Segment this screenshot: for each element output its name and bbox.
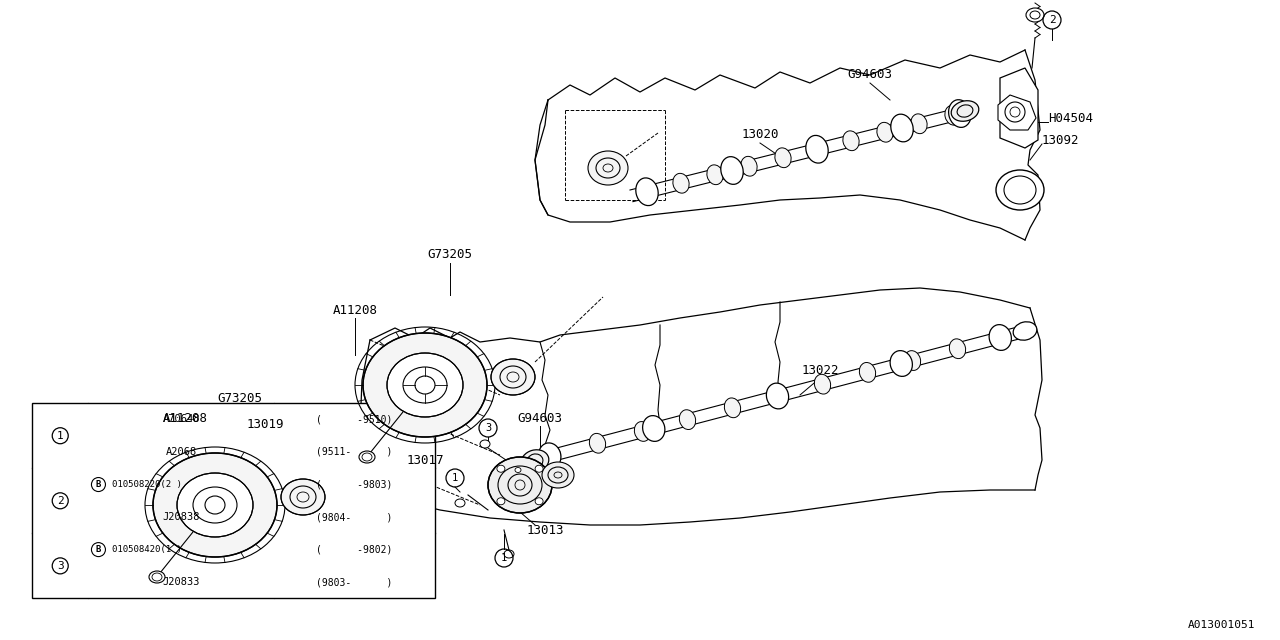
Text: 3: 3: [56, 561, 64, 571]
Ellipse shape: [639, 182, 655, 202]
Ellipse shape: [282, 479, 325, 515]
Ellipse shape: [541, 462, 573, 488]
Ellipse shape: [636, 178, 658, 205]
Ellipse shape: [707, 165, 723, 185]
Ellipse shape: [806, 136, 828, 163]
Text: (9804-      ): (9804- ): [316, 512, 393, 522]
Ellipse shape: [177, 473, 253, 537]
Ellipse shape: [497, 498, 504, 505]
Text: J20838: J20838: [163, 512, 200, 522]
Ellipse shape: [996, 170, 1044, 210]
Text: (      -9803): ( -9803): [316, 479, 393, 490]
Ellipse shape: [767, 383, 788, 409]
Text: 2: 2: [56, 496, 64, 506]
Ellipse shape: [148, 571, 165, 583]
Ellipse shape: [950, 339, 965, 358]
Text: 13017: 13017: [406, 454, 444, 467]
Text: 010508420(1 ): 010508420(1 ): [113, 545, 182, 554]
Ellipse shape: [1014, 322, 1037, 340]
Ellipse shape: [154, 453, 276, 557]
Text: G94603: G94603: [517, 412, 562, 424]
Ellipse shape: [774, 148, 791, 168]
Ellipse shape: [951, 100, 979, 121]
Ellipse shape: [589, 433, 605, 453]
Ellipse shape: [721, 157, 744, 184]
Ellipse shape: [497, 465, 504, 472]
Ellipse shape: [680, 410, 695, 429]
Text: 1: 1: [452, 473, 458, 483]
Ellipse shape: [364, 333, 486, 437]
Ellipse shape: [480, 440, 490, 448]
Ellipse shape: [673, 173, 689, 193]
Ellipse shape: [859, 362, 876, 382]
Text: H04504: H04504: [1048, 111, 1093, 125]
Ellipse shape: [488, 457, 552, 513]
Text: B: B: [96, 545, 101, 554]
Text: G73205: G73205: [218, 392, 262, 404]
Ellipse shape: [891, 114, 913, 142]
Text: A013001051: A013001051: [1188, 620, 1254, 630]
Ellipse shape: [635, 422, 650, 442]
Ellipse shape: [814, 374, 831, 394]
Text: 13022: 13022: [801, 364, 838, 376]
Text: 1: 1: [500, 553, 507, 563]
Ellipse shape: [741, 156, 758, 176]
Ellipse shape: [948, 100, 972, 127]
Ellipse shape: [769, 386, 786, 406]
Text: 13013: 13013: [526, 524, 563, 536]
Ellipse shape: [724, 398, 741, 418]
Text: (      -9802): ( -9802): [316, 545, 393, 555]
Ellipse shape: [588, 151, 628, 185]
Text: 3: 3: [485, 423, 492, 433]
Text: G73205: G73205: [428, 248, 472, 262]
Ellipse shape: [515, 467, 521, 472]
Text: (9803-      ): (9803- ): [316, 577, 393, 587]
Ellipse shape: [492, 359, 535, 395]
Ellipse shape: [643, 415, 664, 442]
Text: A2068: A2068: [165, 447, 197, 457]
Ellipse shape: [1027, 8, 1044, 22]
Text: 13020: 13020: [741, 129, 778, 141]
Ellipse shape: [521, 450, 549, 472]
Ellipse shape: [905, 351, 920, 371]
Ellipse shape: [877, 122, 893, 142]
Text: (      -9510): ( -9510): [316, 415, 393, 424]
Ellipse shape: [358, 451, 375, 463]
Polygon shape: [1000, 68, 1038, 148]
Text: A11208: A11208: [163, 412, 207, 424]
Ellipse shape: [387, 353, 463, 417]
Polygon shape: [998, 95, 1036, 130]
Text: 1: 1: [56, 431, 64, 441]
Ellipse shape: [544, 445, 561, 465]
Text: 010508220(2 ): 010508220(2 ): [113, 480, 182, 489]
Ellipse shape: [809, 140, 826, 159]
Ellipse shape: [911, 114, 927, 134]
Text: A11208: A11208: [333, 303, 378, 317]
Ellipse shape: [842, 131, 859, 150]
Text: 2: 2: [1048, 15, 1056, 25]
Text: 13092: 13092: [1042, 134, 1079, 147]
Ellipse shape: [890, 351, 913, 376]
Bar: [32, 403, 435, 598]
Ellipse shape: [945, 106, 961, 125]
Ellipse shape: [539, 443, 561, 468]
Text: (9511-      ): (9511- ): [316, 447, 393, 457]
Ellipse shape: [995, 327, 1011, 347]
Text: B: B: [96, 480, 101, 489]
Ellipse shape: [535, 465, 543, 472]
Ellipse shape: [504, 550, 515, 558]
Text: A70648: A70648: [163, 415, 200, 424]
Ellipse shape: [989, 324, 1011, 350]
Text: 13019: 13019: [246, 419, 284, 431]
Text: J20833: J20833: [163, 577, 200, 587]
Ellipse shape: [454, 499, 465, 507]
Text: G94603: G94603: [847, 68, 892, 81]
Ellipse shape: [535, 498, 543, 505]
